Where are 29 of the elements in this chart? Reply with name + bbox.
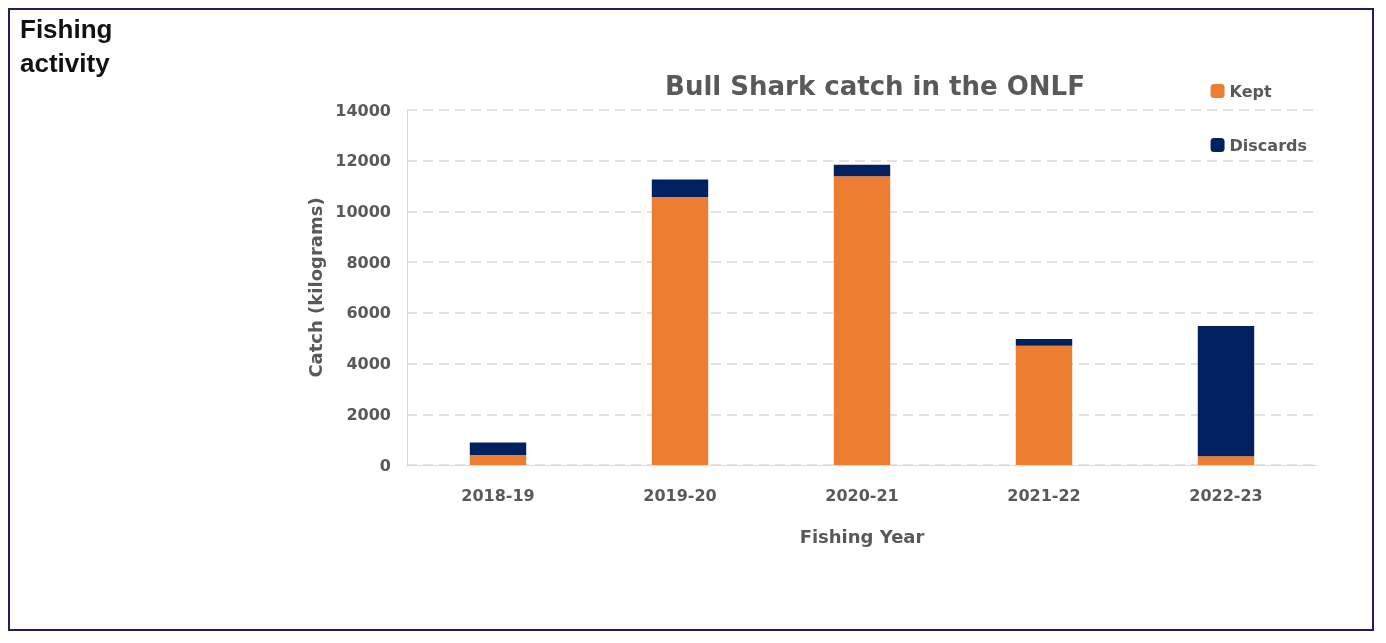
x-tick-label: 2019-20 (643, 485, 717, 505)
y-tick-label: 8000 (346, 252, 391, 272)
x-tick-label: 2018-19 (461, 485, 535, 505)
x-tick-label: 2022-23 (1189, 485, 1263, 505)
bar (833, 164, 891, 177)
y-tick-label: 14000 (335, 100, 391, 120)
bar (1015, 345, 1073, 465)
y-tick-label: 4000 (346, 354, 391, 374)
bar (1197, 456, 1255, 465)
text: Fishing activity (20, 13, 114, 80)
legend-label: Discards (1229, 135, 1307, 155)
bar (651, 179, 709, 197)
y-tick-label: 12000 (335, 151, 391, 171)
legend-label: Kept (1229, 81, 1272, 101)
bar (1197, 326, 1255, 457)
bar (469, 442, 527, 456)
bar (651, 196, 709, 465)
y-tick-label: 0 (379, 455, 391, 475)
x-tick-label: 2020-21 (825, 485, 899, 505)
bar (833, 176, 891, 465)
y-axis-title: Catch (kilograms) (304, 197, 326, 378)
bar (469, 455, 527, 465)
y-tick-label: 6000 (346, 303, 391, 323)
x-tick-label: 2021-22 (1007, 485, 1081, 505)
chart-title: Bull Shark catch in the ONLF (665, 71, 1085, 101)
x-axis-title: Fishing Year (799, 525, 925, 547)
y-tick-label: 10000 (335, 201, 391, 221)
bar (1015, 338, 1073, 346)
y-tick-label: 2000 (346, 404, 391, 424)
